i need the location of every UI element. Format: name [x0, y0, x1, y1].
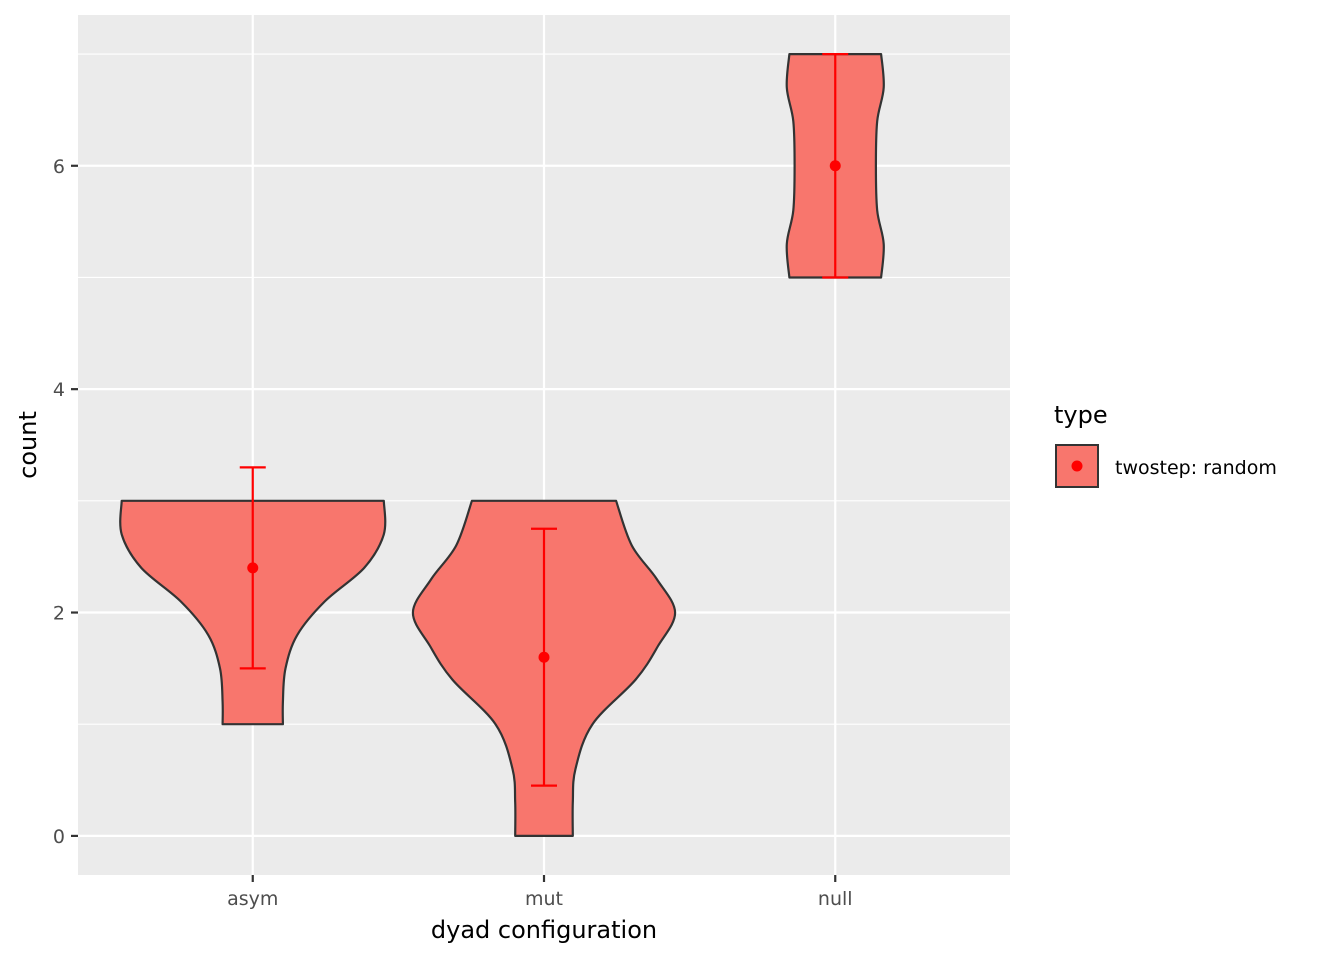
errorbar-asym [239, 466, 266, 670]
legend: type twostep: random [1054, 401, 1277, 488]
y-tick-label: 2 [53, 603, 65, 625]
y-tick-label: 0 [53, 826, 65, 848]
mean-point-mut [538, 651, 550, 663]
errorbar-null [822, 52, 849, 279]
y-tick-label: 4 [53, 379, 65, 401]
x-axis: asym mut null [227, 875, 853, 910]
x-tick-label: mut [525, 888, 563, 910]
mean-point-asym [247, 562, 259, 574]
x-axis-title: dyad configuration [431, 916, 657, 944]
mean-point-null [829, 160, 841, 172]
summary-errorbars [239, 52, 849, 787]
errorbar-mut [531, 527, 557, 787]
x-tick-label: null [818, 888, 853, 910]
y-axis: 0 2 4 6 [53, 156, 78, 848]
y-tick-label: 6 [53, 156, 65, 178]
y-axis-title: count [14, 411, 42, 479]
legend-key-point [1071, 460, 1083, 472]
legend-label: twostep: random [1115, 457, 1277, 479]
legend-title: type [1054, 401, 1108, 429]
x-tick-label: asym [227, 888, 278, 910]
